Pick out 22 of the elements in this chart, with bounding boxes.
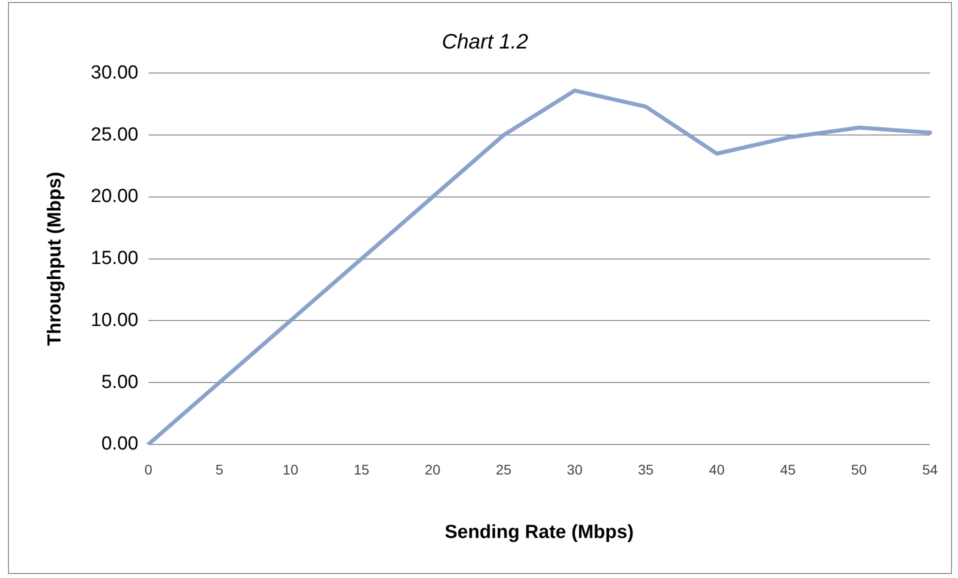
x-tick-label: 10 xyxy=(282,462,298,478)
y-tick-label: 30.00 xyxy=(90,62,138,84)
y-tick-label: 10.00 xyxy=(90,310,138,331)
y-tick-label: 20.00 xyxy=(90,186,138,208)
y-tick-label: 5.00 xyxy=(101,372,138,393)
y-tick-label: 0.00 xyxy=(101,434,138,455)
x-tick-label: 25 xyxy=(496,462,512,478)
y-axis-title: Throughput (Mbps) xyxy=(44,172,66,346)
y-tick-label: 25.00 xyxy=(90,124,138,146)
x-tick-label: 35 xyxy=(638,462,654,478)
y-tick-label: 15.00 xyxy=(90,248,138,270)
chart-title: Chart 1.2 xyxy=(442,30,529,54)
x-tick-label: 45 xyxy=(780,462,796,478)
x-tick-label: 15 xyxy=(354,462,370,478)
x-tick-label: 0 xyxy=(144,462,152,478)
x-tick-label: 20 xyxy=(424,462,441,478)
x-tick-label: 5 xyxy=(216,462,224,478)
x-tick-label: 40 xyxy=(709,462,725,478)
x-tick-label: 30 xyxy=(566,462,583,478)
x-axis-title: Sending Rate (Mbps) xyxy=(444,522,634,543)
x-tick-label: 54 xyxy=(922,462,938,478)
x-tick-label: 50 xyxy=(851,462,867,478)
